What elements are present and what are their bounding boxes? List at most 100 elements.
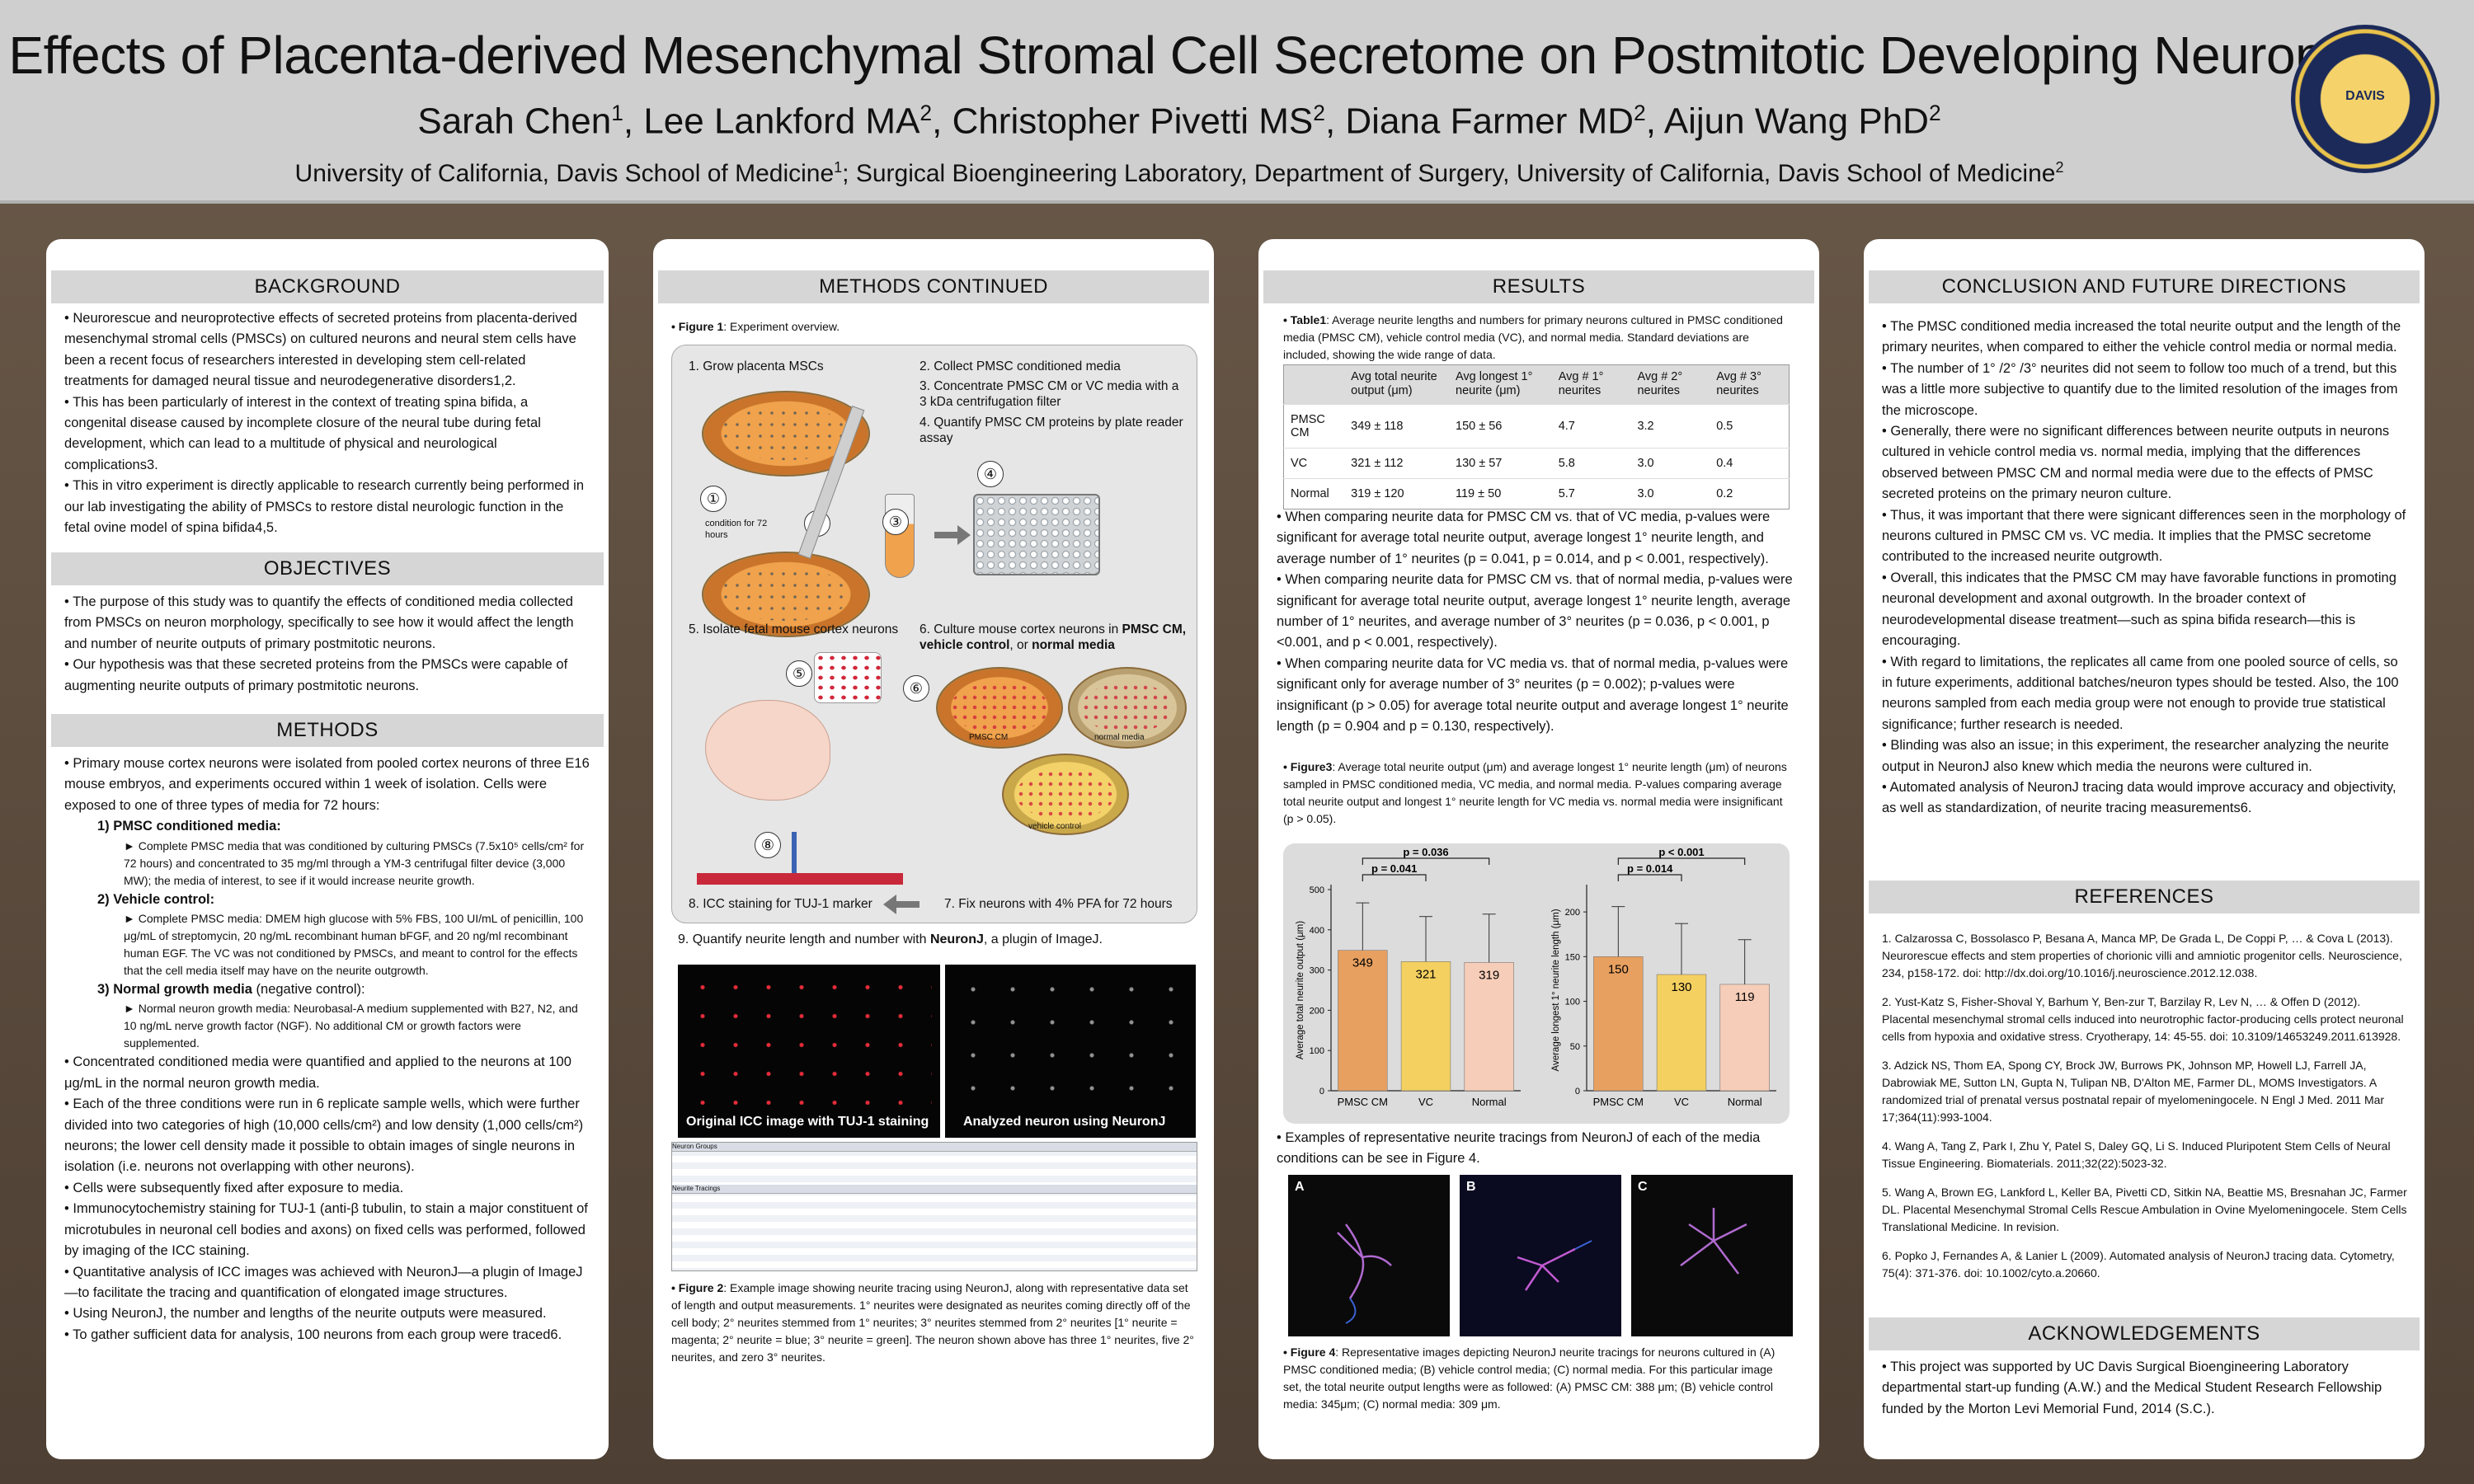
condition-label: condition for 72 hours	[705, 519, 768, 540]
author: Aijun Wang PhD	[1663, 101, 1929, 142]
significance-bracket	[1362, 874, 1427, 881]
author: Sarah Chen	[417, 101, 612, 142]
figure-1-experiment-overview: 1. Grow placenta MSCs ① condition for 72…	[671, 345, 1197, 923]
reference-item: 3. Adzick NS, Thom EA, Spong CY, Brock J…	[1882, 1059, 2385, 1124]
section-heading-methods-continued: METHODS CONTINUED	[658, 270, 1209, 303]
poster-title: Effects of Placenta-derived Mesenchymal …	[8, 26, 2350, 85]
y-tick-label: 150	[1565, 952, 1580, 962]
arrow-icon	[934, 525, 971, 545]
antigen-surface-illustration	[697, 873, 903, 885]
step-5-label: 5. Isolate fetal mouse cortex neurons	[689, 622, 899, 636]
y-tick-label: 100	[1310, 1046, 1324, 1056]
step-1-label: 1. Grow placenta MSCs	[689, 359, 824, 373]
table-row: VC 321 ± 112 130 ± 57 5.8 3.0 0.4	[1283, 447, 1790, 479]
window-titlebar: Neurite Tracings	[672, 1185, 1197, 1194]
figure-2-caption: • Figure 2: Example image showing neurit…	[671, 1281, 1194, 1364]
arrow-icon	[895, 901, 920, 908]
step-number-8: ⑧	[755, 832, 781, 858]
significance-label: p = 0.036	[1403, 846, 1448, 858]
results-text: • When comparing neurite data for PMSC C…	[1277, 510, 1793, 735]
neuron-tracing-b: B	[1460, 1175, 1621, 1336]
y-tick-label: 300	[1310, 966, 1324, 976]
y-tick-label: 0	[1319, 1087, 1324, 1097]
analyzed-image-caption: Analyzed neuron using NeuronJ	[963, 1115, 1166, 1129]
bar	[1593, 956, 1644, 1092]
seal-label: DAVIS	[2345, 89, 2385, 103]
step-7-label: 7. Fix neurons with 4% PFA for 72 hours	[944, 897, 1173, 911]
data-label: 321	[1415, 967, 1436, 981]
acknowledgements-text: • This project was supported by UC Davis…	[1882, 1360, 2382, 1416]
data-label: 150	[1608, 962, 1629, 976]
bar	[1338, 950, 1388, 1092]
tracing-b-svg	[1517, 1240, 1592, 1291]
table-1-caption: • Table1: Average neurite lengths and nu…	[1283, 313, 1783, 361]
x-tick-label: VC	[1674, 1096, 1689, 1108]
background-text: • Neurorescue and neuroprotective effect…	[64, 311, 585, 536]
y-tick-label: 500	[1310, 885, 1324, 895]
author: Lee Lankford MA	[643, 101, 920, 142]
x-tick-label: Normal	[1728, 1096, 1762, 1108]
section-heading-methods: METHODS	[51, 714, 604, 747]
isolated-neurons-bubble	[814, 652, 882, 703]
antibody-illustration	[792, 832, 797, 873]
figure-4-intro: • Examples of representative neurite tra…	[1277, 1130, 1761, 1167]
reference-item: 5. Wang A, Brown EG, Lankford L, Keller …	[1882, 1186, 2407, 1233]
significance-label: p = 0.014	[1627, 862, 1673, 875]
conclusion-text: • The PMSC conditioned media increased t…	[1882, 319, 2406, 816]
tracing-c-svg	[1680, 1208, 1747, 1275]
author-list: Sarah Chen1, Lee Lankford MA2, Christoph…	[417, 101, 1941, 142]
significance-label: p < 0.001	[1658, 846, 1704, 858]
step-3-label: 3. Concentrate PMSC CM or VC media with …	[920, 379, 1179, 410]
x-tick-label: Normal	[1472, 1096, 1507, 1108]
window-titlebar: Neuron Groups	[672, 1143, 1197, 1152]
dish-label-pmsc: PMSC CM	[969, 733, 1009, 742]
icc-image-analyzed: Analyzed neuron using NeuronJ	[945, 965, 1196, 1138]
references-list: 1. Calzarossa C, Bossolasco P, Besana A,…	[1882, 930, 2410, 1294]
y-tick-label: 200	[1310, 1006, 1324, 1016]
author: Christopher Pivetti MS	[952, 101, 1314, 142]
figure-4-caption: • Figure 4: Representative images depict…	[1283, 1345, 1776, 1411]
plate-reader-illustration	[973, 494, 1100, 575]
x-tick-label: VC	[1418, 1096, 1433, 1108]
dish-label-normal: normal media	[1094, 733, 1145, 742]
significance-label: p = 0.041	[1371, 862, 1417, 875]
icc-image-caption: Original ICC image with TUJ-1 staining	[686, 1115, 929, 1129]
figure-3-caption: • Figure3: Average total neurite output …	[1283, 760, 1787, 825]
section-heading-background: BACKGROUND	[51, 270, 604, 303]
column-1: BACKGROUND • Neurorescue and neuroprotec…	[46, 239, 609, 1459]
step-6-label: 6. Culture mouse cortex neurons in PMSC …	[920, 622, 1187, 653]
bar	[1719, 984, 1770, 1092]
step-number-6: ⑥	[903, 675, 929, 702]
methods-text: • Primary mouse cortex neurons were isol…	[64, 756, 590, 1342]
bar	[1656, 974, 1707, 1092]
y-tick-label: 0	[1575, 1087, 1580, 1097]
y-tick-label: 50	[1570, 1042, 1580, 1052]
step-number-3: ③	[882, 509, 909, 535]
table-1-neurite-data: Avg total neurite output (μm) Avg longes…	[1283, 364, 1790, 510]
section-heading-acknowledgements: ACKNOWLEDGEMENTS	[1869, 1317, 2420, 1350]
table-row: Normal 319 ± 120 119 ± 50 5.7 3.0 0.2	[1283, 477, 1790, 510]
neuronj-data-window: Neuron Groups Neurite Tracings	[671, 1142, 1197, 1271]
significance-bracket	[1617, 874, 1682, 881]
data-label: 349	[1352, 956, 1373, 970]
step-number-4: ④	[977, 461, 1004, 487]
data-label: 130	[1671, 980, 1691, 994]
table-header-row: Avg total neurite output (μm) Avg longes…	[1283, 364, 1790, 405]
dish-vehicle-control	[1002, 754, 1129, 835]
dish-pmsc-cm	[936, 667, 1063, 749]
header: Effects of Placenta-derived Mesenchymal …	[0, 0, 2474, 204]
step-number-1: ①	[700, 486, 727, 512]
tracing-a-svg	[1337, 1223, 1392, 1324]
dish-label-vehicle: vehicle control	[1028, 822, 1081, 831]
centrifuge-tube-illustration	[885, 494, 915, 578]
author: Diana Farmer MD	[1345, 101, 1634, 142]
y-tick-label: 200	[1565, 908, 1580, 918]
step-2-label: 2. Collect PMSC conditioned media	[920, 359, 1121, 373]
significance-bracket	[1617, 857, 1746, 865]
data-label: 119	[1735, 990, 1755, 1004]
bar	[1464, 962, 1514, 1092]
icc-image-original: Original ICC image with TUJ-1 staining	[678, 965, 940, 1138]
step-4-label: 4. Quantify PMSC CM proteins by plate re…	[920, 416, 1183, 446]
